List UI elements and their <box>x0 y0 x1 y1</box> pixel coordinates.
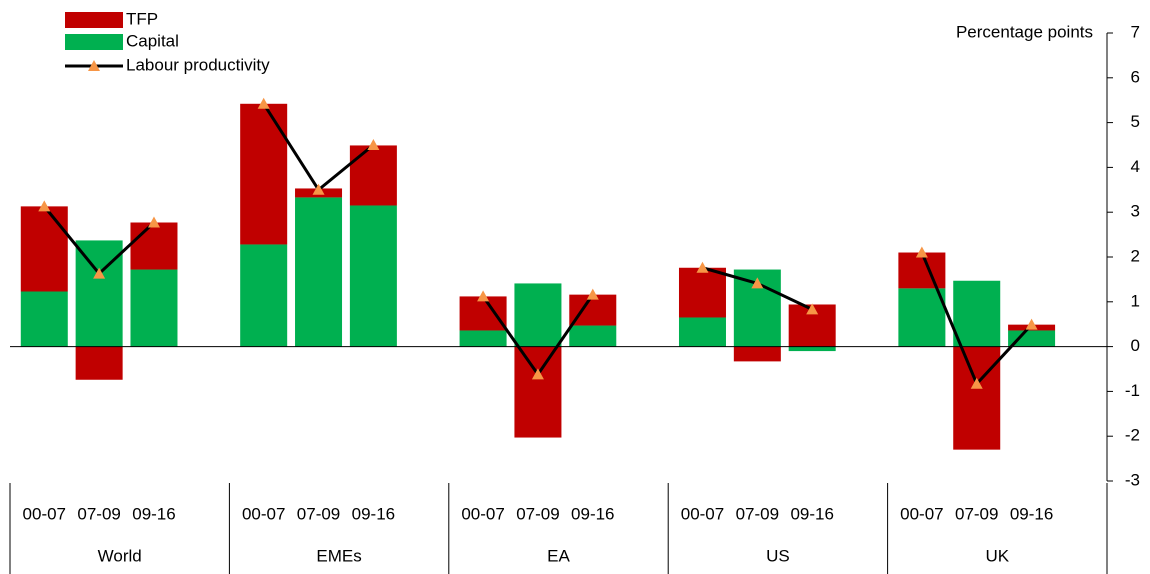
x-tick-label: 07-09 <box>955 504 998 523</box>
x-tick-label: 00-07 <box>681 504 724 523</box>
line-marker <box>751 277 764 289</box>
legend-marker <box>88 60 100 71</box>
line-marker <box>531 368 544 380</box>
bar <box>130 269 178 347</box>
legend-label: Labour productivity <box>126 55 270 74</box>
line-marker <box>93 267 106 279</box>
group-label: US <box>766 546 790 565</box>
x-tick-label: 07-09 <box>736 504 779 523</box>
y-tick-label: 1 <box>1131 291 1140 310</box>
bar <box>514 283 562 347</box>
bar <box>898 288 946 347</box>
line-marker <box>970 377 983 389</box>
group-label: UK <box>985 546 1009 565</box>
x-tick-label: 09-16 <box>571 504 614 523</box>
bar <box>953 346 1001 450</box>
line-marker <box>147 216 160 228</box>
bar <box>514 346 562 438</box>
y-axis-label: Percentage points <box>956 22 1093 41</box>
bar <box>240 103 288 245</box>
bar <box>20 291 68 347</box>
group-label: EA <box>547 546 570 565</box>
line-marker <box>1025 318 1038 330</box>
x-tick-label: 00-07 <box>23 504 66 523</box>
bar <box>733 346 781 362</box>
bar <box>678 267 726 318</box>
bar <box>20 206 68 292</box>
y-tick-label: 7 <box>1131 22 1140 41</box>
line-marker <box>806 303 819 315</box>
x-tick-label: 09-16 <box>1010 504 1053 523</box>
line-marker <box>257 97 270 109</box>
y-tick-label: -3 <box>1125 470 1140 489</box>
bar <box>569 294 617 326</box>
legend-swatch <box>65 34 123 50</box>
x-tick-label: 07-09 <box>516 504 559 523</box>
y-tick-label: 4 <box>1131 157 1140 176</box>
line-marker <box>367 139 380 150</box>
bar <box>240 244 288 347</box>
x-tick-label: 00-07 <box>900 504 943 523</box>
y-tick-label: 0 <box>1131 336 1140 355</box>
x-tick-label: 07-09 <box>77 504 120 523</box>
bar <box>130 222 178 270</box>
bar <box>678 317 726 347</box>
x-tick-label: 00-07 <box>461 504 504 523</box>
line-marker <box>586 288 599 300</box>
group-label: EMEs <box>316 546 361 565</box>
bar <box>898 252 946 289</box>
bar <box>75 346 123 380</box>
legend-label: TFP <box>126 9 158 28</box>
legend-label: Capital <box>126 31 179 50</box>
bar <box>953 280 1001 347</box>
x-tick-label: 09-16 <box>132 504 175 523</box>
bar <box>459 296 507 331</box>
line-marker <box>696 261 709 273</box>
y-tick-label: 3 <box>1131 202 1140 221</box>
bar <box>349 205 397 347</box>
x-tick-label: 00-07 <box>242 504 285 523</box>
bar <box>569 325 617 347</box>
line-marker <box>312 183 325 195</box>
bar <box>788 346 836 352</box>
group-label: World <box>98 546 142 565</box>
legend-swatch <box>65 12 123 28</box>
x-tick-label: 09-16 <box>790 504 833 523</box>
x-tick-label: 09-16 <box>352 504 395 523</box>
y-tick-label: -1 <box>1125 381 1140 400</box>
x-tick-label: 07-09 <box>297 504 340 523</box>
bar <box>1008 330 1056 347</box>
bar <box>459 330 507 347</box>
y-tick-label: 6 <box>1131 67 1140 86</box>
line-marker <box>477 290 490 302</box>
line-marker <box>38 200 51 212</box>
y-tick-label: 2 <box>1131 246 1140 265</box>
y-tick-label: -2 <box>1125 426 1140 445</box>
y-tick-label: 5 <box>1131 112 1140 131</box>
bar <box>349 145 397 206</box>
line-marker <box>915 246 928 258</box>
bar <box>295 197 343 347</box>
